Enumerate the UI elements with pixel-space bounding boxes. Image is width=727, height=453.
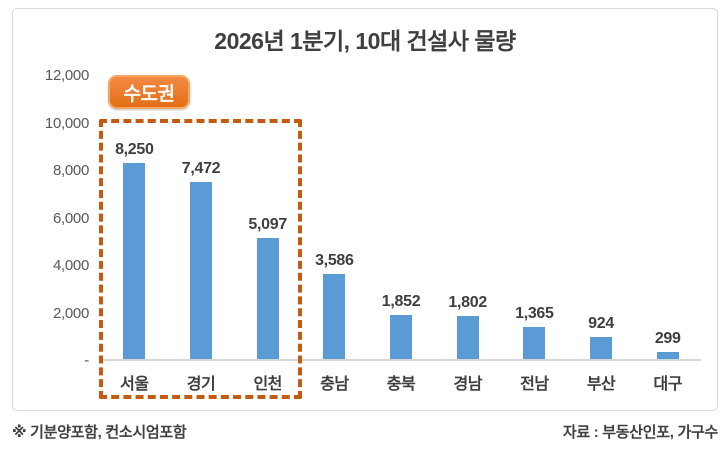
footer: ※ 기분양포함, 컨소시엄포함 자료 : 부동산인포, 가구수 <box>12 421 718 442</box>
plot-area: 8,250 7,472 5,097 3,586 1,852 1,802 1,365 924 29… <box>101 76 701 394</box>
bar <box>523 327 546 359</box>
bar-value-label: 3,586 <box>315 252 354 269</box>
bar-column: 924 <box>568 76 635 359</box>
bar-column: 1,802 <box>434 76 501 359</box>
x-axis-labels-row: 서울 경기 인천 충남 충북 경남 전남 부산 대구 <box>101 361 701 394</box>
x-axis-label: 대구 <box>653 376 682 393</box>
x-axis-label: 충남 <box>320 376 349 393</box>
bar-value-label: 1,802 <box>448 294 487 311</box>
bar <box>190 182 212 359</box>
x-axis-label: 충북 <box>386 376 416 393</box>
bar <box>456 316 479 359</box>
capital-region-badge-label: 수도권 <box>123 83 175 105</box>
bar <box>590 337 613 359</box>
bar <box>256 238 279 359</box>
bar-value-label: 7,472 <box>181 160 221 177</box>
bars-row: 8,250 7,472 5,097 3,586 1,852 1,802 1,365 924 29… <box>101 76 701 361</box>
bar-column: 7,472 <box>168 76 235 359</box>
bar-column: 5,097 <box>234 76 301 359</box>
y-axis-tick-label: 2,000 <box>52 304 89 322</box>
y-axis-tick-label: 6,000 <box>52 209 89 227</box>
footer-source-right: 자료 : 부동산인포, 가구수 <box>562 424 718 441</box>
bar <box>123 163 146 359</box>
bar <box>656 352 679 359</box>
footer-note-left: ※ 기분양포함, 컨소시엄포함 <box>12 424 187 441</box>
y-axis-tick-label: 8,000 <box>52 162 89 179</box>
chart-title: 2026년 1분기, 10대 건설사 물량 <box>214 28 516 54</box>
bar-column: 1,365 <box>501 76 568 359</box>
bar-value-label: 1,365 <box>515 305 554 322</box>
bar-column: 1,852 <box>368 76 435 359</box>
bar <box>323 274 346 359</box>
bar-value-label: 5,097 <box>248 216 287 233</box>
x-axis-label: 서울 <box>120 376 149 393</box>
y-axis-tick-label: 12,000 <box>44 67 89 84</box>
bar <box>390 315 413 359</box>
bar-column: 3,586 <box>301 76 368 359</box>
x-axis-label: 경남 <box>453 376 482 393</box>
bar-value-label: 924 <box>588 315 614 332</box>
bar-column: 299 <box>634 76 701 359</box>
bar-value-label: 1,852 <box>381 293 421 310</box>
y-axis-tick-label: - <box>84 352 89 369</box>
capital-region-badge: 수도권 <box>108 75 190 109</box>
chart-card: 2026년 1분기, 10대 건설사 물량 수도권 12,000 10,000 8,… <box>12 8 718 411</box>
x-axis-label: 전남 <box>520 376 549 393</box>
y-axis-tick-label: 10,000 <box>44 114 89 132</box>
bar-value-label: 8,250 <box>115 141 154 158</box>
x-axis-label: 인천 <box>253 376 282 393</box>
bar-value-label: 299 <box>654 330 681 347</box>
y-axis-tick-label: 4,000 <box>52 257 89 274</box>
y-axis: 12,000 10,000 8,000 6,000 4,000 2,000 - <box>13 9 89 410</box>
bar-column: 8,250 <box>101 76 168 359</box>
x-axis-label: 부산 <box>586 376 616 393</box>
x-axis-label: 경기 <box>186 376 216 393</box>
